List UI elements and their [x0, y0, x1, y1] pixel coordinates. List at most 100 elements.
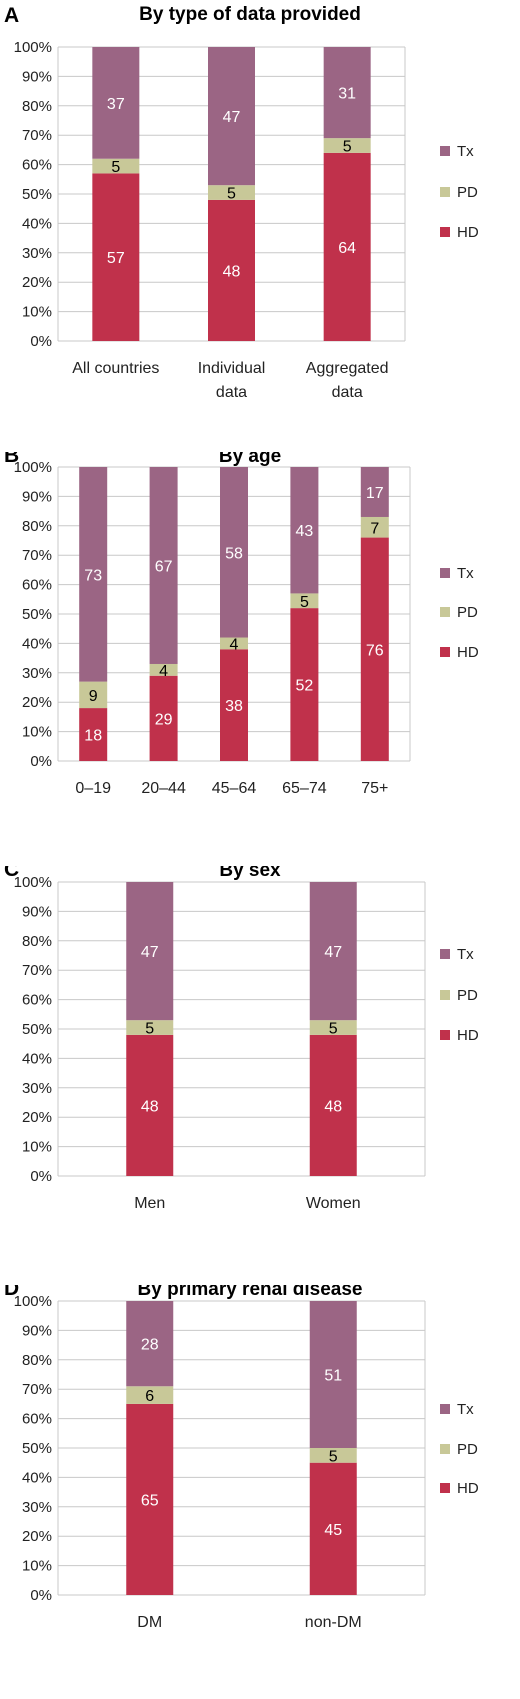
data-label: 48 [324, 1098, 342, 1115]
y-tick-label: 20% [22, 274, 52, 291]
x-tick-label: All countries [72, 360, 159, 377]
legend-swatch-tx [440, 1404, 450, 1414]
y-tick-label: 10% [22, 1558, 52, 1575]
legend-swatch-pd [440, 1444, 450, 1454]
y-tick-label: 60% [22, 577, 52, 594]
y-tick-label: 90% [22, 1322, 52, 1339]
legend-swatch-tx [440, 949, 450, 959]
panel-header: A By type of data provided [4, 4, 361, 27]
bar-hd [360, 537, 389, 761]
x-category-label: Individual data [198, 360, 266, 401]
y-tick-label: 20% [22, 694, 52, 711]
x-tick-label: 45–64 [212, 780, 257, 797]
y-axis-ticks: 0% 10% 20% 30% 40% 50% 60% 70% 80% 90% 100% [14, 1293, 52, 1604]
y-axis-ticks: 0% 10% 20% 30% 40% 50% 60% 70% 80% 90% 100% [14, 459, 52, 770]
x-tick-label: Individual [198, 360, 266, 377]
bar-stack: 45 5 51 [309, 1301, 357, 1595]
panel-letter: A [4, 4, 19, 27]
legend-swatch-tx [440, 146, 450, 156]
data-label: 4 [159, 663, 168, 680]
bar-pd [149, 663, 178, 676]
data-label: 51 [324, 1368, 342, 1385]
legend-label: Tx [457, 946, 474, 963]
panel-header: B By age [4, 452, 281, 467]
bar-tx [92, 47, 140, 159]
y-tick-label: 30% [22, 1080, 52, 1097]
data-label: 5 [145, 1021, 154, 1038]
bar-stack: 65 6 28 [126, 1301, 174, 1595]
x-tick-label: data [216, 384, 247, 401]
chart-title: By type of data provided [139, 4, 361, 25]
y-tick-label: 100% [14, 459, 52, 476]
chart-title: By age [219, 452, 281, 467]
y-tick-label: 80% [22, 933, 52, 950]
x-category-label: 75+ [361, 780, 388, 797]
legend-label: Tx [457, 565, 474, 582]
legend: Tx PD HD [440, 1401, 479, 1497]
bar-stack: 18 9 73 [79, 467, 108, 761]
data-label: 5 [329, 1021, 338, 1038]
data-label: 73 [84, 567, 102, 584]
bar-stack: 52 5 43 [290, 467, 319, 761]
y-tick-label: 10% [22, 304, 52, 321]
y-axis-ticks: 0% 10% 20% 30% 40% 50% 60% 70% 80% 90% 100% [14, 874, 52, 1185]
data-label: 48 [141, 1098, 159, 1115]
legend: Tx PD HD [440, 143, 479, 241]
legend-swatch-pd [440, 607, 450, 617]
legend-label: HD [457, 224, 479, 241]
data-label: 9 [89, 688, 98, 705]
bar-tx [126, 1301, 174, 1387]
bar-stack: 57 5 37 [92, 47, 140, 341]
data-label: 64 [338, 240, 356, 257]
bar-hd [126, 1403, 174, 1595]
x-tick-label: Aggregated [306, 360, 389, 377]
data-label: 4 [230, 636, 239, 653]
bar-hd [149, 675, 178, 761]
x-category-label: Aggregated data [306, 360, 389, 401]
bar-tx [126, 882, 174, 1021]
y-tick-label: 30% [22, 665, 52, 682]
bar-stack: 64 5 31 [323, 47, 371, 341]
y-tick-label: 40% [22, 215, 52, 232]
bar-tx [220, 467, 248, 638]
y-tick-label: 0% [30, 333, 52, 350]
bar-stack: 76 7 17 [360, 467, 389, 761]
panel-letter: D [4, 1285, 19, 1300]
y-tick-label: 40% [22, 635, 52, 652]
bar-tx [309, 1301, 357, 1448]
bar-pd [360, 516, 389, 538]
x-category-label: DM [137, 1614, 162, 1631]
data-label: 37 [107, 96, 125, 113]
data-label: 48 [223, 263, 241, 280]
x-category-label: All countries [72, 360, 159, 377]
bar-tx [149, 467, 178, 664]
y-tick-label: 100% [14, 1293, 52, 1310]
x-tick-label: 65–74 [282, 780, 327, 797]
y-tick-label: 80% [22, 98, 52, 115]
bar-tx [79, 467, 108, 682]
x-category-label: 20–44 [141, 780, 186, 797]
panel-header: C By sex [4, 866, 281, 881]
legend-label: HD [457, 644, 479, 661]
data-label: 28 [141, 1337, 159, 1354]
y-tick-label: 90% [22, 488, 52, 505]
legend-label: PD [457, 987, 478, 1004]
bar-pd [92, 158, 140, 174]
data-label: 47 [324, 944, 342, 961]
x-tick-label: non-DM [305, 1614, 362, 1631]
data-label: 47 [223, 109, 241, 126]
x-tick-label: 0–19 [75, 780, 111, 797]
y-tick-label: 50% [22, 1440, 52, 1457]
bar-hd [309, 1034, 357, 1176]
bars: 48 5 47 48 5 47 [126, 882, 357, 1176]
bar-pd [220, 637, 248, 650]
legend-label: PD [457, 604, 478, 621]
y-tick-label: 80% [22, 518, 52, 535]
data-label: 5 [329, 1448, 338, 1465]
bar-pd [309, 1448, 357, 1463]
bar-hd [290, 608, 319, 761]
data-label: 47 [141, 944, 159, 961]
y-tick-label: 50% [22, 606, 52, 623]
data-label: 17 [366, 485, 384, 502]
chart-panel-d: D By primary renal disease 0% 10% 20% 30% 40% 5… [4, 1285, 479, 1631]
